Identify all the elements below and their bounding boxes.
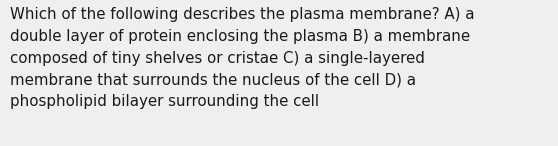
Text: Which of the following describes the plasma membrane? A) a
double layer of prote: Which of the following describes the pla… [10, 7, 474, 109]
